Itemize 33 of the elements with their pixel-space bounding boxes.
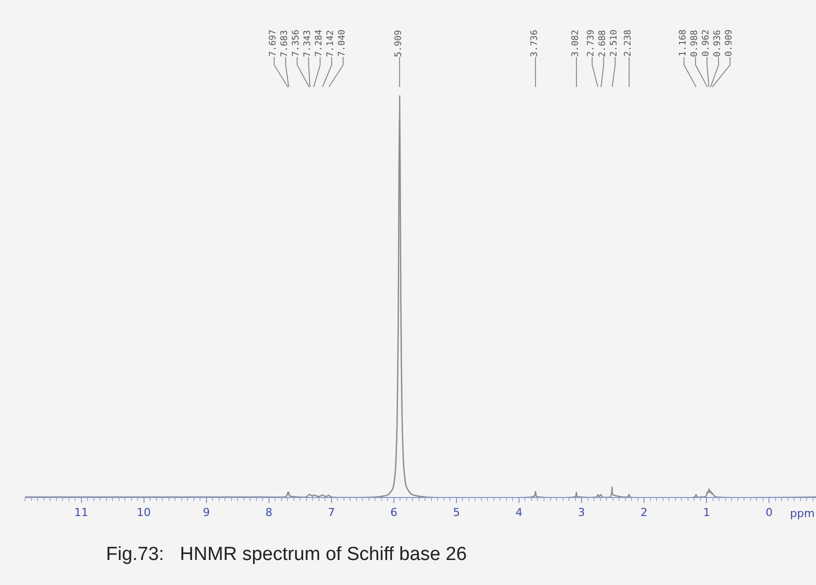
annotation: 0.962 xyxy=(702,29,712,56)
x-tick-label: 11 xyxy=(74,506,88,520)
annotation: 5.909 xyxy=(394,30,404,58)
x-tick-label: 6 xyxy=(390,506,398,520)
annotation: 2.510 xyxy=(610,30,620,57)
annotation: 7.040 xyxy=(338,30,348,57)
x-tick-label: 4 xyxy=(515,506,522,520)
x-tick-label: 9 xyxy=(202,506,210,520)
x-tick-label: 10 xyxy=(136,506,151,520)
x-tick-label: 1 xyxy=(703,506,710,520)
annotation: 1.168 xyxy=(678,29,689,56)
annotation: 7.343 xyxy=(303,30,314,58)
annotation: 7.284 xyxy=(314,30,325,57)
annotation: 7.697 xyxy=(268,30,279,57)
x-tick-label: 0 xyxy=(766,506,773,520)
annotation: 7.356 xyxy=(292,30,302,57)
annotation: 3.082 xyxy=(570,30,581,57)
annotation: 7.683 xyxy=(280,30,290,58)
x-tick-label: 2 xyxy=(640,506,648,520)
x-tick-label: 5 xyxy=(452,506,460,520)
annotation: 2.238 xyxy=(624,30,634,57)
x-tick-label: 8 xyxy=(265,506,272,520)
annotation: 3.736 xyxy=(530,30,540,57)
x-tick-label: 3 xyxy=(578,506,586,520)
x-axis-title: ppm xyxy=(790,507,815,520)
annotation: 2.688 xyxy=(598,30,608,58)
annotation: 0.988 xyxy=(690,30,700,57)
caption: Fig.73: HNMR spectrum of Schiff base 26 xyxy=(106,544,467,565)
x-tick-label: 7 xyxy=(328,506,335,520)
annotation: 2.739 xyxy=(586,30,597,57)
annotation: 0.936 xyxy=(713,30,724,57)
annotation: 7.142 xyxy=(326,30,336,58)
annotation: 0.909 xyxy=(724,29,735,56)
